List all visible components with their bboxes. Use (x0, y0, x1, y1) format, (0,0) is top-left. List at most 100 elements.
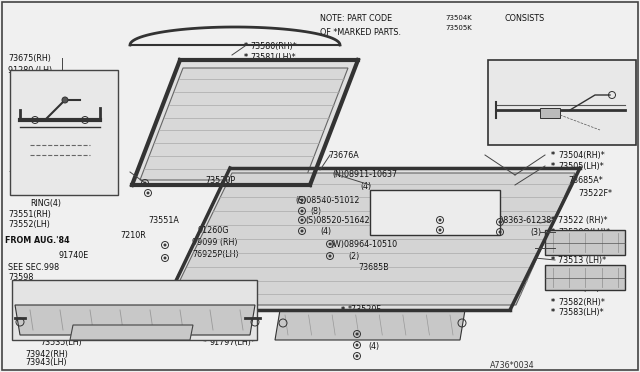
Text: 73580(RH)*: 73580(RH)* (250, 42, 297, 51)
Text: 73520Q(LH)*: 73520Q(LH)* (558, 228, 610, 237)
Polygon shape (162, 168, 580, 310)
Text: 73583(LH)*: 73583(LH)* (558, 308, 604, 317)
Text: 73581(LH)*: 73581(LH)* (250, 52, 296, 61)
Text: 73522F*: 73522F* (578, 189, 612, 198)
Text: 73513 (LH)*: 73513 (LH)* (558, 256, 606, 264)
Polygon shape (545, 265, 625, 290)
Text: 73675(RH): 73675(RH) (8, 54, 51, 62)
Text: 73505(LH)*: 73505(LH)* (558, 161, 604, 170)
Text: *: * (203, 337, 207, 346)
Text: NOTE: PART CODE: NOTE: PART CODE (320, 13, 392, 22)
Text: 73942(RH): 73942(RH) (25, 350, 68, 359)
Text: 73582(RH)*: 73582(RH)* (558, 298, 605, 307)
Text: 73534(RH): 73534(RH) (40, 327, 83, 337)
Text: (8): (8) (310, 206, 321, 215)
Text: (3): (3) (530, 228, 541, 237)
Text: CONSISTS: CONSISTS (505, 13, 545, 22)
Polygon shape (545, 230, 625, 255)
Polygon shape (140, 68, 348, 180)
Text: 7210R: 7210R (120, 231, 146, 240)
Text: OF *MARKED PARTS.: OF *MARKED PARTS. (320, 28, 401, 36)
Circle shape (147, 192, 149, 194)
Text: 73520P: 73520P (205, 176, 235, 185)
Circle shape (329, 243, 331, 245)
Polygon shape (540, 108, 560, 118)
Polygon shape (15, 305, 255, 335)
Circle shape (356, 355, 358, 357)
Text: 73685B: 73685B (358, 263, 388, 273)
Text: 73613E: 73613E (378, 197, 405, 203)
Text: 73535(LH): 73535(LH) (40, 337, 82, 346)
Text: *: * (551, 244, 555, 253)
Circle shape (144, 182, 146, 184)
Circle shape (356, 344, 358, 346)
Text: 73551(RH): 73551(RH) (8, 209, 51, 218)
Text: 91797(LH)*: 91797(LH)* (210, 337, 256, 346)
Bar (370, 190, 500, 235)
Text: 91796(RH)*: 91796(RH)* (210, 327, 257, 337)
Bar (488, 60, 636, 145)
Text: *: * (244, 42, 248, 51)
Text: *73520F: *73520F (348, 305, 382, 314)
Text: 73512F(RH): 73512F(RH) (440, 192, 488, 202)
Text: 91740E: 91740E (58, 250, 88, 260)
Text: *: * (341, 305, 345, 314)
Circle shape (499, 231, 501, 233)
Circle shape (439, 229, 441, 231)
Text: 73505K: 73505K (445, 25, 472, 31)
Polygon shape (70, 325, 193, 340)
Circle shape (164, 257, 166, 259)
Text: *73520: *73520 (348, 317, 378, 327)
Text: (S)08363-61238: (S)08363-61238 (487, 215, 551, 224)
Text: FROM AUG.'84: FROM AUG.'84 (5, 235, 70, 244)
Text: (4): (4) (368, 343, 379, 352)
Circle shape (301, 230, 303, 232)
Polygon shape (275, 310, 465, 340)
Text: *: * (551, 161, 555, 170)
Text: (W)08964-10510: (W)08964-10510 (330, 240, 397, 248)
Circle shape (301, 199, 303, 201)
Text: 73522 (RH)*: 73522 (RH)* (558, 215, 607, 224)
Bar (12, 280, 257, 340)
Text: A736*0034: A736*0034 (490, 360, 534, 369)
Text: *: * (551, 298, 555, 307)
Text: 73551A: 73551A (148, 215, 179, 224)
Text: 73676A: 73676A (328, 151, 359, 160)
Polygon shape (168, 173, 575, 305)
Text: *: * (203, 317, 207, 327)
Text: 73685A*: 73685A* (568, 176, 603, 185)
Circle shape (499, 221, 501, 223)
Text: *: * (203, 308, 207, 317)
Text: (2): (2) (348, 251, 359, 260)
Polygon shape (132, 60, 358, 185)
Circle shape (301, 219, 303, 221)
Text: 73504(RH)*: 73504(RH)* (558, 151, 605, 160)
Text: (S)08540-51012: (S)08540-51012 (295, 196, 360, 205)
Text: *73513 (LH): *73513 (LH) (495, 97, 538, 103)
Text: 91260G: 91260G (198, 225, 230, 234)
Text: *: * (551, 228, 555, 237)
Circle shape (439, 219, 441, 221)
Text: 91280 (LH): 91280 (LH) (8, 65, 52, 74)
Circle shape (356, 333, 358, 335)
Text: 73571(LH)*: 73571(LH)* (210, 317, 256, 327)
Circle shape (329, 255, 331, 257)
Text: 73512 (RH)*: 73512 (RH)* (558, 244, 607, 253)
Text: (S)08520-51642: (S)08520-51642 (305, 215, 370, 224)
Text: *: * (551, 151, 555, 160)
Text: *73512 (RH): *73512 (RH) (495, 85, 538, 91)
Text: 73513F(LH): 73513F(LH) (440, 202, 486, 212)
Text: (N)08911-10637: (N)08911-10637 (332, 170, 397, 179)
Text: 73943(LH): 73943(LH) (558, 283, 600, 292)
Circle shape (301, 210, 303, 212)
Text: *: * (341, 317, 345, 327)
Text: 00922-50810: 00922-50810 (18, 187, 72, 196)
Bar (10, 70, 118, 195)
Text: 73685B: 73685B (8, 170, 39, 180)
Text: 73943(LH): 73943(LH) (25, 357, 67, 366)
Text: 73552(LH): 73552(LH) (8, 219, 50, 228)
Text: 99099 (RH): 99099 (RH) (192, 237, 237, 247)
Text: *: * (551, 256, 555, 264)
Text: SEE SEC.998: SEE SEC.998 (8, 263, 59, 272)
Circle shape (62, 97, 68, 103)
